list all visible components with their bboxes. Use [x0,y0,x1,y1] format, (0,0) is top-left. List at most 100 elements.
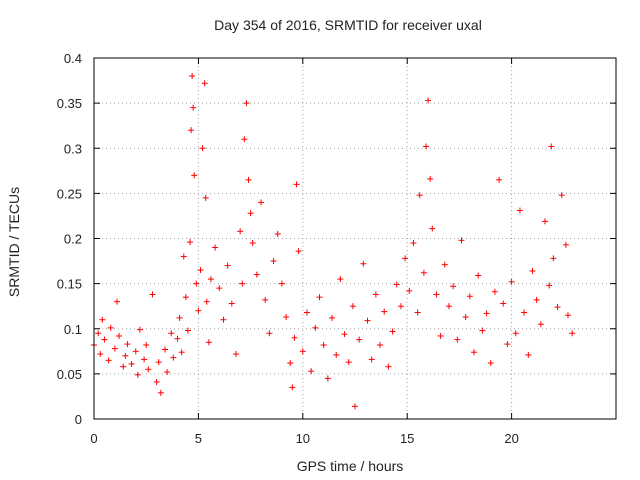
data-point [529,267,536,274]
y-tick-label: 0.05 [57,367,82,382]
data-point [205,339,212,346]
data-point [554,304,561,311]
data-point [414,309,421,316]
data-point [164,369,171,376]
data-point [437,332,444,339]
data-point [548,143,555,150]
data-point [97,351,104,358]
data-point [270,258,277,265]
data-point [345,359,352,366]
y-tick-label: 0.15 [57,277,82,292]
x-tick-label: 10 [296,431,310,446]
data-point [113,298,120,305]
data-point [352,403,358,410]
data-point [216,285,223,292]
data-point [289,384,296,391]
data-point [247,210,254,217]
data-point [262,296,269,303]
data-point [182,294,189,301]
data-point [193,280,200,287]
data-point [496,176,503,183]
data-point [299,348,306,355]
y-tick-label: 0.2 [64,232,82,247]
data-point [320,341,327,348]
data-point [188,127,195,134]
data-point [385,363,392,370]
data-point [525,351,532,358]
data-point [116,332,123,339]
data-point [190,104,197,111]
data-point [237,228,244,235]
data-point [168,330,175,337]
data-point [429,225,436,232]
data-point [324,375,331,382]
data-point [416,192,423,199]
data-point [105,357,112,364]
data-point [397,303,404,310]
y-tick-label: 0.4 [64,51,82,66]
data-point [293,181,300,188]
data-point [274,230,281,237]
y-tick-label: 0 [75,412,82,427]
data-point [232,351,239,358]
data-point [521,309,528,316]
x-axis-label: GPS time / hours [297,458,404,474]
data-point [174,335,181,342]
data-point [224,262,231,269]
data-point [253,271,260,278]
data-point [420,269,427,276]
data-point [500,300,507,307]
data-point [569,330,576,337]
data-point [197,267,204,274]
data-point [491,288,498,295]
y-tick-label: 0.25 [57,186,82,201]
x-tick-label: 15 [400,431,414,446]
data-point [546,282,553,289]
y-axis-label: SRMTID / TECUs [6,187,22,297]
data-point [483,310,490,317]
data-point [287,360,294,367]
x-tick-label: 5 [195,431,202,446]
data-point [372,291,379,298]
data-point [427,175,434,182]
data-point [202,194,209,201]
data-point [291,334,298,341]
data-point [550,255,557,262]
data-point [462,314,469,321]
data-point [445,303,452,310]
data-point [239,280,246,287]
data-point [508,278,515,285]
data-point [410,240,417,247]
y-tick-labels: 0 0.05 0.1 0.15 0.2 0.25 0.3 0.35 0.4 [57,51,82,427]
data-point [201,80,208,87]
grid-layer [94,58,616,419]
data-point [341,331,348,338]
data-point [107,324,114,331]
data-point [111,345,118,352]
data-point [349,303,356,310]
data-point [381,308,388,315]
data-point [402,255,409,262]
data-point [433,291,440,298]
data-point [243,100,250,107]
data-point [441,261,448,268]
data-point [143,341,150,348]
data-point [542,218,549,225]
data-point [241,136,248,143]
data-point [207,276,214,283]
tick-marks [93,57,616,420]
data-point [132,348,139,355]
data-points [91,73,576,410]
data-point [191,172,198,179]
data-point [141,356,148,363]
data-point [308,368,315,375]
data-point [212,244,219,251]
data-point [195,307,202,314]
data-point [184,327,191,334]
x-tick-labels: 0 5 10 15 20 [90,431,518,446]
data-point [145,366,152,373]
data-point [99,316,106,323]
data-point [128,360,135,367]
data-point [475,272,482,279]
